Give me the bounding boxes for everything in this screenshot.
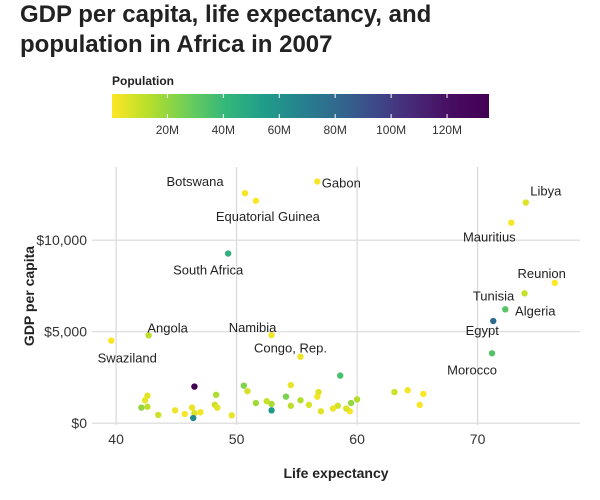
point-mauritius (508, 219, 515, 226)
data-point (144, 403, 151, 410)
data-point (416, 401, 423, 409)
data-point (287, 402, 295, 409)
data-point (334, 402, 342, 409)
point-egypt (490, 317, 497, 325)
chart-title-line-1: GDP per capita, life expectancy, and (20, 1, 432, 28)
colorbar-tick-labels: 20M 40M 60M 80M 100M 120M (156, 123, 462, 137)
point-morocco (488, 350, 496, 357)
data-point (337, 372, 344, 379)
data-point (287, 381, 295, 389)
colorbar-tick-label: 20M (156, 123, 179, 137)
data-point (297, 397, 304, 404)
data-point (305, 401, 313, 409)
data-point (268, 400, 275, 408)
label-equatorial-guinea: Equatorial Guinea (216, 209, 321, 224)
data-point (214, 404, 221, 411)
point-angola (145, 332, 152, 339)
data-point (317, 408, 325, 415)
label-botswana: Botswana (166, 174, 224, 189)
x-tick-label: 60 (349, 431, 365, 447)
colorbar-tick-label: 100M (376, 123, 406, 137)
y-tick-label: $0 (71, 415, 87, 431)
colorbar-tick-label: 60M (268, 123, 291, 137)
axes: 40 50 60 70 $0 $5,000 $10,000 Life expectancy GD… (21, 232, 486, 481)
data-point (240, 382, 248, 389)
colorbar-tick-label: 120M (432, 123, 462, 137)
data-point (391, 388, 398, 396)
label-libya: Libya (530, 184, 562, 199)
data-point (191, 383, 198, 390)
x-tick-label: 70 (470, 431, 486, 447)
data-point (188, 404, 196, 411)
point-south-africa (224, 250, 232, 257)
data-point (141, 397, 149, 404)
data-point (181, 410, 188, 418)
point-swaziland (108, 337, 115, 344)
data-point (343, 405, 350, 412)
data-point (268, 407, 275, 414)
label-reunion: Reunion (517, 266, 565, 281)
data-point (244, 387, 251, 395)
point-reunion (551, 279, 558, 287)
y-tick-label: $10,000 (36, 232, 87, 248)
y-axis-title: GDP per capita (21, 246, 37, 346)
data-point (155, 411, 162, 419)
label-gabon: Gabon (322, 176, 361, 191)
point-equatorial-guinea (252, 197, 260, 204)
data-point (191, 409, 198, 417)
data-point (347, 399, 355, 407)
data-point (263, 398, 270, 405)
chart-title-line-2: population in Africa in 2007 (20, 31, 333, 58)
grid-lines (92, 167, 580, 425)
data-points (108, 178, 558, 422)
x-axis-title: Life expectancy (283, 465, 388, 481)
label-algeria: Algeria (515, 303, 556, 318)
x-tick-label: 50 (229, 431, 245, 447)
point-algeria (502, 306, 509, 313)
point-namibia (268, 331, 275, 339)
data-point (404, 387, 411, 394)
legend-title: Population (112, 74, 174, 88)
data-point (197, 408, 204, 416)
data-point (212, 391, 220, 399)
data-point (282, 393, 290, 400)
colorbar-tick-marks (166, 94, 448, 118)
data-point (138, 404, 145, 411)
data-point (329, 405, 337, 412)
colorbar-tick-label: 40M (212, 123, 235, 137)
label-morocco: Morocco (447, 362, 497, 377)
data-point (252, 399, 260, 407)
data-point (314, 393, 321, 400)
point-tunisia (521, 290, 528, 297)
point-gabon (314, 178, 321, 185)
label-swaziland: Swaziland (98, 351, 157, 366)
data-point (228, 412, 235, 419)
data-point (190, 414, 197, 422)
colorbar-tick-label: 80M (324, 123, 347, 137)
point-botswana (241, 189, 249, 197)
label-egypt: Egypt (466, 323, 500, 338)
label-mauritius: Mauritius (463, 230, 516, 245)
chart-title: GDP per capita, life expectancy, and pop… (20, 0, 580, 60)
point-labels: Botswana Equatorial Guinea Gabon Libya Mauri… (98, 174, 566, 377)
data-point (171, 407, 179, 414)
y-tick-label: $5,000 (44, 324, 87, 340)
label-angola: Angola (147, 320, 188, 335)
data-point (353, 396, 361, 403)
colorbar (112, 94, 489, 118)
label-tunisia: Tunisia (473, 288, 515, 303)
point-libya (522, 199, 529, 206)
label-namibia: Namibia (229, 320, 277, 335)
colorbar-gradient (112, 94, 489, 118)
x-tick-label: 40 (108, 431, 124, 447)
label-congo-rep-: Congo, Rep. (254, 341, 327, 356)
label-south-africa: South Africa (173, 263, 244, 278)
point-congo-rep- (297, 353, 304, 360)
data-point (420, 390, 427, 398)
